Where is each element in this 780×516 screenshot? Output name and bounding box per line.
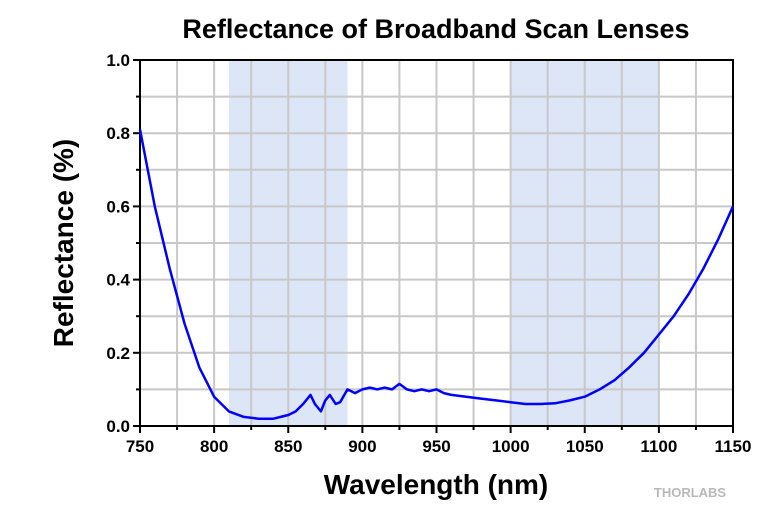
x-tick-label: 1100 [640, 437, 677, 456]
x-tick-label: 1050 [566, 437, 604, 456]
y-tick-label: 0.4 [106, 271, 130, 290]
x-tick-label: 750 [126, 437, 154, 456]
y-tick-label: 0.6 [106, 197, 130, 216]
y-tick-label: 0.2 [106, 344, 130, 363]
y-tick-label: 0.0 [106, 417, 130, 436]
y-axis-label: Reflectance (%) [48, 139, 79, 348]
thorlabs-logo: THORLABS [654, 485, 727, 500]
x-tick-label: 1150 [715, 437, 752, 456]
x-tick-label: 850 [274, 437, 302, 456]
chart-title: Reflectance of Broadband Scan Lenses [182, 14, 689, 44]
x-tick-label: 950 [422, 437, 450, 456]
series-line-reflectance [138, 129, 735, 420]
x-axis-label: Wavelength (nm) [324, 469, 549, 500]
y-tick-label: 0.8 [106, 124, 130, 143]
y-tick-label: 1.0 [106, 51, 130, 70]
x-tick-label: 1000 [492, 437, 530, 456]
x-tick-label: 900 [348, 437, 376, 456]
x-tick-label: 800 [200, 437, 228, 456]
